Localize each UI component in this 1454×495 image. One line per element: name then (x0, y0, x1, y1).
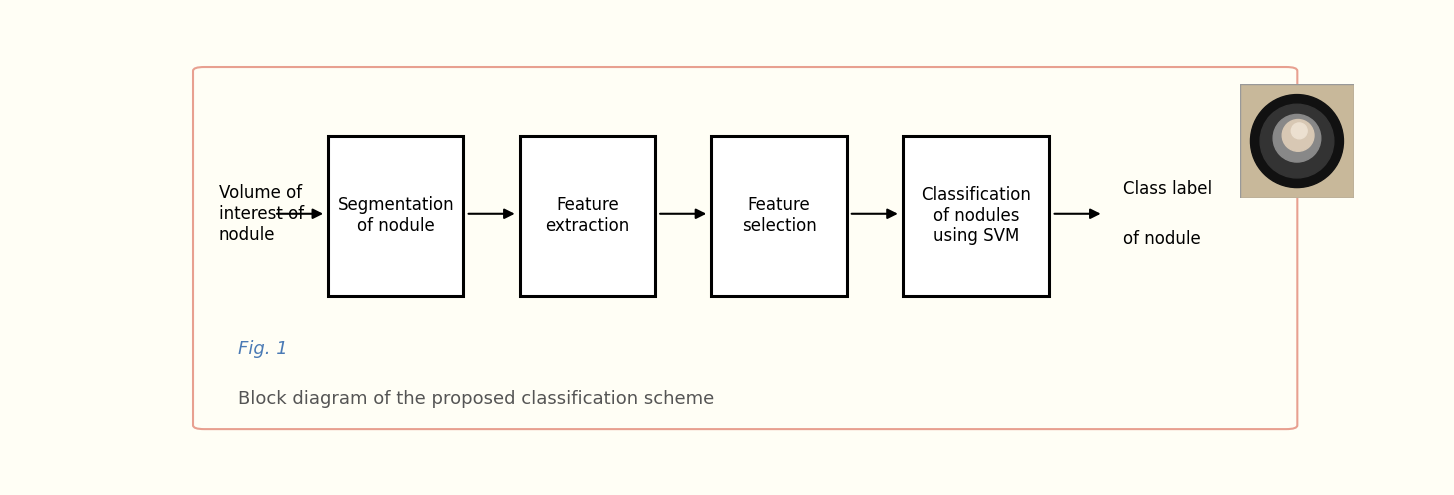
Text: Classification
of nodules
using SVM: Classification of nodules using SVM (922, 186, 1031, 246)
Text: Volume of
interest of
nodule: Volume of interest of nodule (220, 184, 304, 244)
Text: Feature
selection: Feature selection (742, 197, 816, 235)
FancyBboxPatch shape (711, 136, 846, 296)
Circle shape (1291, 123, 1307, 139)
Text: Fig. 1: Fig. 1 (238, 340, 288, 358)
FancyBboxPatch shape (193, 67, 1297, 429)
Text: Feature
extraction: Feature extraction (545, 197, 630, 235)
Circle shape (1274, 114, 1320, 162)
Text: Class label: Class label (1122, 180, 1211, 198)
FancyBboxPatch shape (521, 136, 654, 296)
Text: of nodule: of nodule (1122, 230, 1201, 248)
FancyBboxPatch shape (903, 136, 1050, 296)
Text: Segmentation
of nodule: Segmentation of nodule (337, 197, 454, 235)
Circle shape (1261, 104, 1333, 178)
Circle shape (1250, 95, 1343, 188)
FancyBboxPatch shape (329, 136, 464, 296)
Circle shape (1282, 119, 1314, 151)
Text: Block diagram of the proposed classification scheme: Block diagram of the proposed classifica… (238, 390, 714, 407)
